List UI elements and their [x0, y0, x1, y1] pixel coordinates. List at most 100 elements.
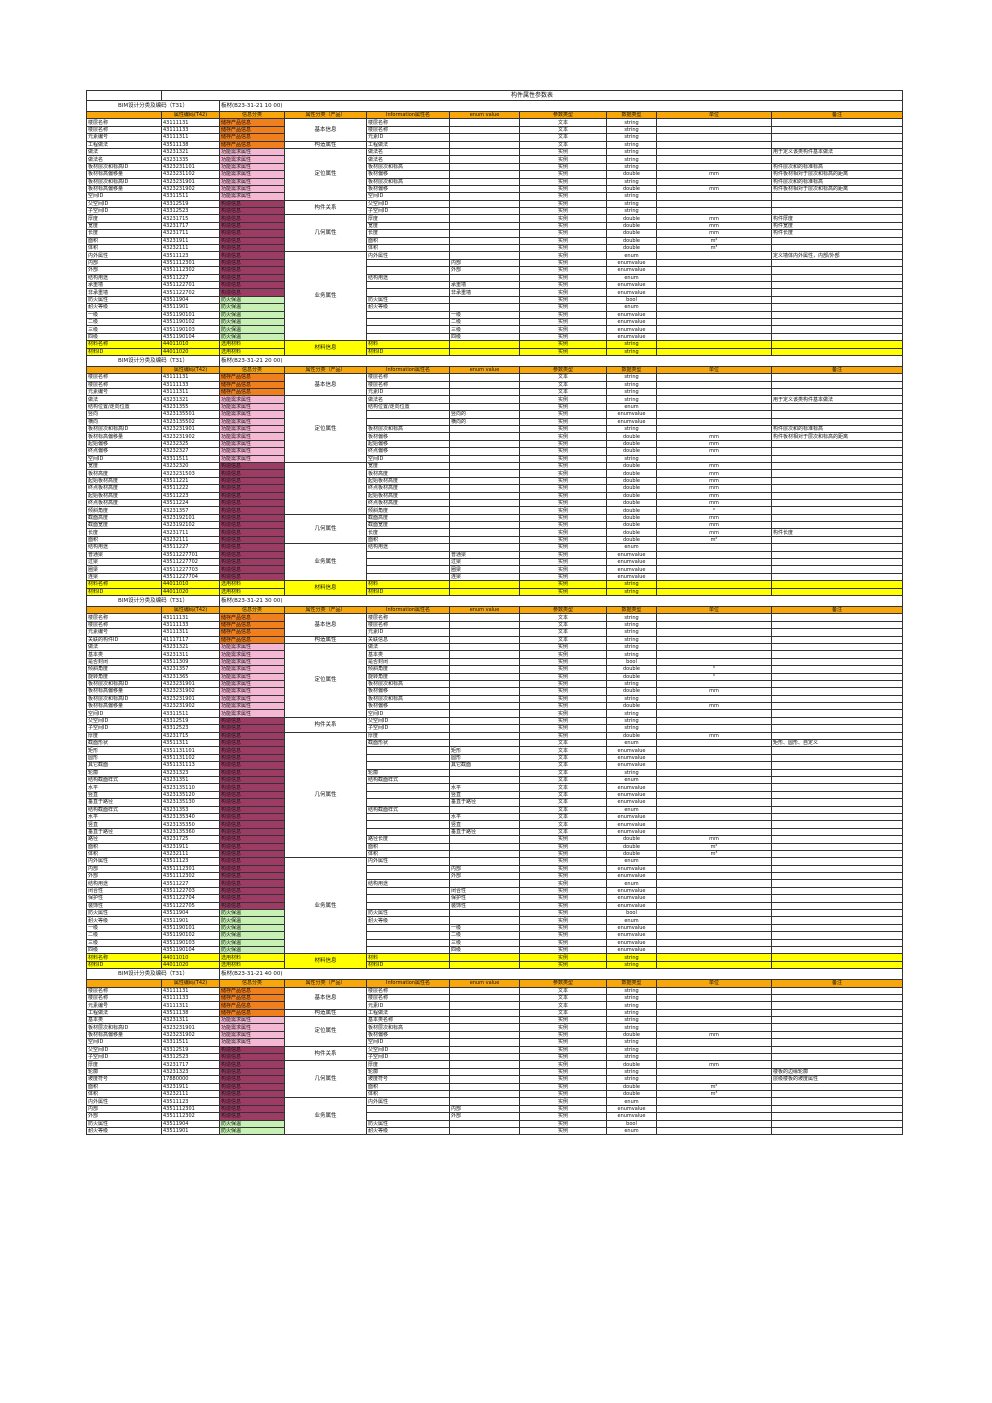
information-name: 材料ID: [366, 587, 450, 597]
param-type: 文本: [519, 635, 607, 644]
enum-value: [449, 402, 520, 412]
unit: mm: [656, 731, 772, 741]
param-type: 文本: [519, 1008, 607, 1018]
data-type: enumvalue: [606, 827, 657, 837]
product-group: 材料信息: [284, 580, 367, 596]
param-code: 4351190101: [161, 923, 220, 933]
param-code: 43231725: [161, 835, 220, 844]
remark: [770, 931, 904, 940]
remark: [770, 827, 904, 837]
param-name: 防火属性: [86, 908, 162, 918]
param-type: 实例: [519, 923, 607, 933]
information-name: 路径长度: [366, 835, 450, 844]
table-row: 轮廓 43231323 构造信息 轮廓 文本 string: [86, 768, 904, 778]
product-group: 业务属性: [284, 251, 367, 342]
param-code: 44011020: [161, 347, 220, 356]
information-name: 板材层次和标高: [366, 679, 450, 689]
remark: [770, 373, 904, 382]
enum-value: 垂直于路径: [449, 798, 520, 807]
param-name: 材料ID: [86, 587, 162, 597]
product-group: 构造属性: [284, 1008, 367, 1018]
information-name: 做法名: [366, 155, 450, 164]
enum-value: [449, 665, 520, 674]
info-category: 防火保温: [219, 916, 285, 925]
param-code: 4351131113: [161, 761, 220, 770]
enum-value: [449, 162, 520, 172]
unit: [656, 938, 772, 947]
information-name: 宽度: [366, 461, 450, 471]
info-category: 功能需求属性: [219, 177, 285, 186]
param-name: 板材标高偏移量: [86, 1030, 162, 1040]
table-row: 板材标高偏移量 4323231902 功能需求属性 板材偏移 实例 double mm: [86, 1030, 904, 1040]
unit: [656, 886, 772, 896]
param-name: 做法: [86, 642, 162, 652]
remark: [770, 842, 904, 851]
remark: [770, 916, 904, 925]
table-row: 材料名称 44011010 选用材料 材料信息 材料 实例 string: [86, 580, 904, 596]
enum-value: [449, 395, 520, 404]
remark: [770, 550, 904, 560]
param-type: 实例: [519, 310, 607, 319]
table-row: 倾斜角度 43231357 功能需求属性 倾斜角度 实例 double °: [86, 665, 904, 674]
info-category: 构造信息: [219, 288, 285, 297]
param-type: 实例: [519, 317, 607, 327]
param-type: 实例: [519, 395, 607, 404]
data-type: string: [606, 147, 657, 157]
enum-value: 圆形: [449, 753, 520, 763]
remark: [770, 469, 904, 478]
remark: [770, 303, 904, 312]
remark: [770, 506, 904, 515]
param-code: 43232320: [161, 461, 220, 471]
data-type: string: [606, 347, 657, 356]
remark: 构件长度: [770, 229, 904, 238]
data-type: double: [606, 461, 657, 471]
enum-value: [449, 214, 520, 223]
spreadsheet: 构件属性参数表 BIM设计分类及编码（T31） 板材(B23-31-21 10 0…: [86, 90, 904, 1136]
param-type: 文本: [519, 628, 607, 637]
information-name: 轮廓: [366, 768, 450, 778]
table-row: 竖直 4323135350 构造信息 竖直 文本 enumvalue: [86, 820, 904, 829]
param-type: 实例: [519, 177, 607, 186]
info-category: 功能需求属性: [219, 439, 285, 449]
info-category: 选用材料: [219, 587, 285, 597]
table-row: 基本类 43231311 功能需求属性 定位属性 基本类名称 实例 string: [86, 1016, 904, 1047]
information-name: 做法: [366, 642, 450, 652]
table-row: 结构截面样式 43231351 构造信息 结构截面样式 文本 enum: [86, 775, 904, 785]
param-type: 文本: [519, 986, 607, 995]
data-type: string: [606, 1008, 657, 1018]
data-type: enumvalue: [606, 753, 657, 763]
enum-value: [449, 694, 520, 704]
unit: [656, 916, 772, 925]
information-name: [366, 945, 450, 955]
table-row: 内部 4351112301 构造信息 内部 实例 enumvalue: [86, 864, 904, 874]
param-name: 体积: [86, 244, 162, 253]
param-code: 43231335: [161, 155, 220, 164]
param-code: 43311511: [161, 709, 220, 718]
information-name: 楼层名称: [366, 373, 450, 382]
remark: [770, 657, 904, 667]
remark: [770, 1016, 904, 1025]
enum-value: 竖直: [449, 790, 520, 800]
unit: mm: [656, 469, 772, 478]
unit: mm: [656, 702, 772, 711]
enum-value: [449, 857, 520, 866]
remark: 构件厚度: [770, 214, 904, 223]
param-code: 43232325: [161, 439, 220, 449]
param-type: 文本: [519, 790, 607, 800]
remark: [770, 565, 904, 574]
info-category: 功能需求属性: [219, 679, 285, 689]
information-name: 基本类: [366, 650, 450, 659]
product-group: [284, 461, 367, 515]
information-name: 板材层次和标高: [366, 424, 450, 434]
param-name: 耐火等级: [86, 303, 162, 312]
param-code: 43111133: [161, 125, 220, 135]
information-name: [366, 332, 450, 342]
table-row: 闭合性 4351122703 构造信息 闭合性 实例 enumvalue: [86, 886, 904, 896]
data-type: enum: [606, 251, 657, 260]
param-type: 实例: [519, 709, 607, 718]
information-name: 工程做法: [366, 140, 450, 149]
enum-value: [449, 543, 520, 552]
table-row: 截面宽度 4323192102 构造信息 截面宽度 实例 double mm: [86, 521, 904, 530]
param-code: 43312519: [161, 199, 220, 209]
unit: [656, 642, 772, 652]
